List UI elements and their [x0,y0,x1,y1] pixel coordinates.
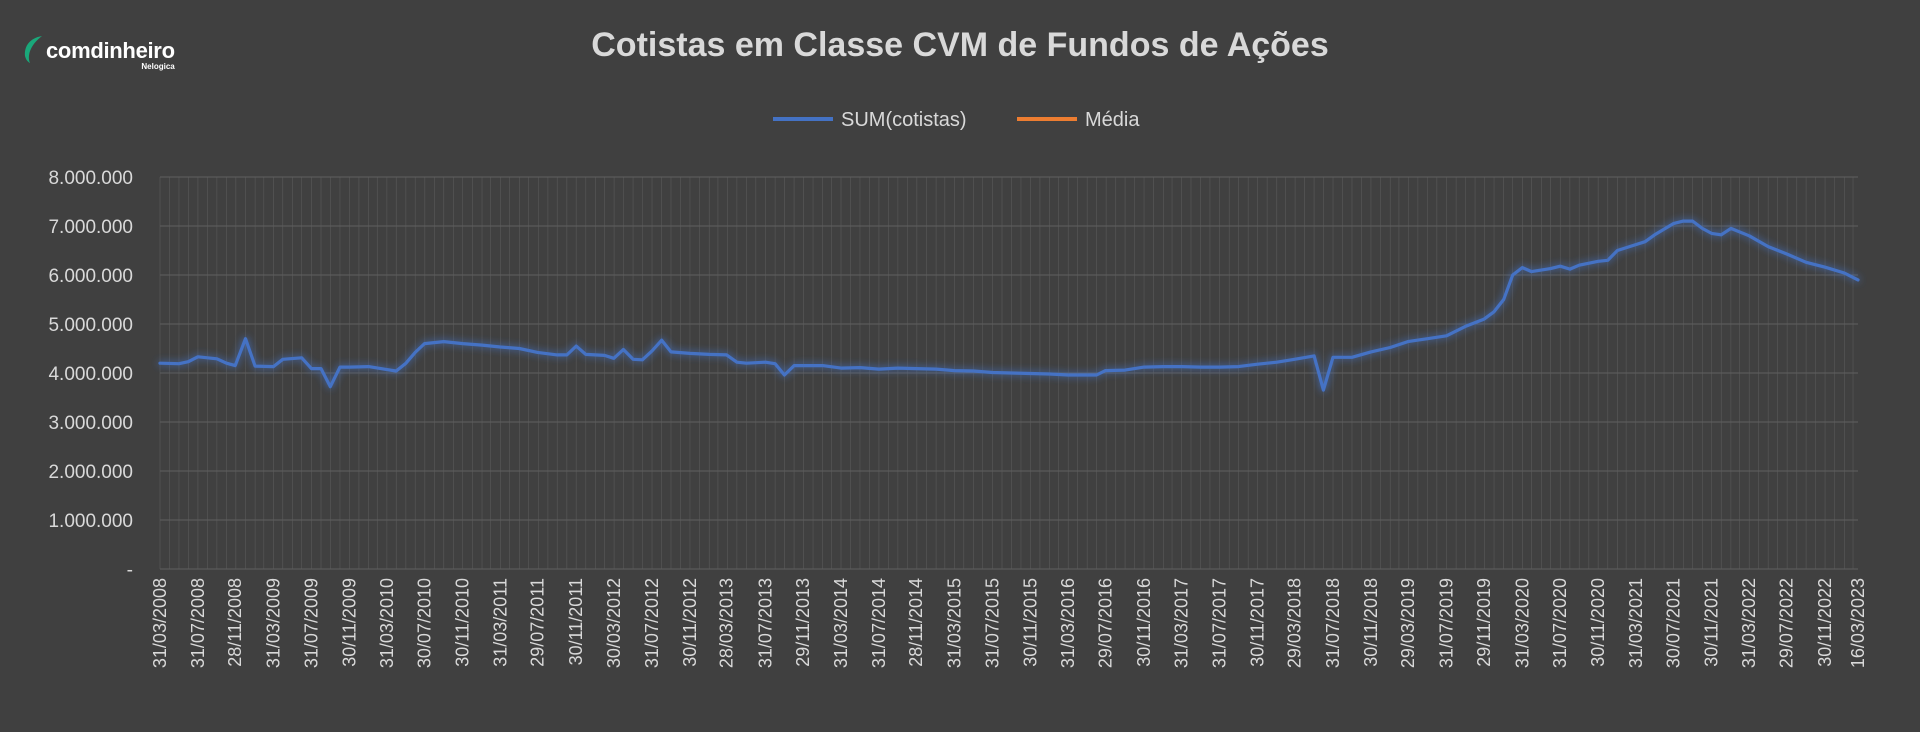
x-tick-label: 31/03/2015 [944,578,964,668]
x-tick-label: 30/11/2015 [1020,578,1040,667]
y-tick-label: 1.000.000 [48,511,133,532]
x-tick-label: 30/11/2011 [566,578,586,665]
chart-title: Cotistas em Classe CVM de Fundos de Açõe… [591,26,1329,64]
logo: comdinheiro Nelogica [22,34,175,71]
x-tick-label: 30/11/2018 [1361,578,1381,667]
x-tick-label: 31/07/2017 [1210,578,1230,668]
x-tick-label: 31/03/2022 [1739,578,1759,668]
x-tick-label: 31/03/2014 [831,578,851,668]
x-tick-label: 28/11/2014 [906,578,926,667]
x-tick-label: 30/11/2021 [1702,578,1722,667]
x-tick-label: 28/03/2013 [717,578,737,668]
x-tick-label: 30/11/2016 [1134,578,1154,667]
series-line-cotistas [158,219,1860,392]
logo-subtext: Nelogica [141,62,175,71]
x-tick-label: 31/03/2008 [150,578,170,668]
y-tick-label: - [127,560,133,581]
x-tick-label: 31/07/2013 [755,578,775,668]
y-tick-label: 7.000.000 [48,217,133,238]
gridlines [159,176,1858,570]
x-tick-label: 30/11/2010 [453,578,473,667]
x-tick-label: 16/03/2023 [1848,578,1868,668]
legend: SUM(cotistas) Média [773,109,1140,131]
x-axis: 31/03/2008 31/07/2008 28/11/2008 31/03/2009… [150,578,1868,668]
x-tick-label: 31/07/2014 [869,578,889,668]
series-layer [158,219,1860,392]
x-tick-label: 31/07/2019 [1436,578,1456,668]
y-tick-label: 5.000.000 [48,315,133,336]
x-tick-label: 30/03/2012 [604,578,624,668]
y-tick-label: 2.000.000 [48,462,133,483]
x-tick-label: 30/07/2010 [415,578,435,668]
y-tick-label: 6.000.000 [48,266,133,287]
x-tick-label: 31/03/2011 [490,578,510,667]
legend-label: Média [1085,109,1140,131]
x-tick-label: 30/11/2020 [1588,578,1608,667]
x-tick-label: 28/11/2008 [225,578,245,667]
y-tick-label: 3.000.000 [48,413,133,434]
x-tick-label: 29/07/2016 [1096,578,1116,668]
x-tick-label: 29/07/2022 [1777,578,1797,668]
x-tick-label: 31/07/2015 [982,578,1002,668]
x-tick-label: 31/07/2012 [642,578,662,668]
x-tick-label: 31/07/2020 [1550,578,1570,668]
x-tick-label: 29/11/2013 [793,578,813,667]
x-tick-label: 31/03/2020 [1512,578,1532,668]
y-axis: - 1.000.000 2.000.000 3.000.000 4.000.000 5.0… [48,168,133,581]
x-tick-label: 30/07/2021 [1663,578,1683,668]
x-tick-label: 30/11/2012 [680,578,700,667]
logo-swoosh-icon [24,36,42,63]
x-tick-label: 31/07/2009 [301,578,321,668]
x-tick-label: 31/03/2021 [1626,578,1646,668]
y-tick-label: 4.000.000 [48,364,133,385]
x-tick-label: 29/03/2019 [1398,578,1418,668]
y-tick-label: 8.000.000 [48,168,133,189]
x-tick-label: 31/07/2008 [188,578,208,668]
x-tick-label: 29/11/2019 [1474,578,1494,667]
x-tick-label: 29/07/2011 [528,578,548,667]
x-tick-label: 30/11/2009 [339,578,359,667]
legend-label: SUM(cotistas) [841,109,967,131]
x-tick-label: 31/07/2018 [1323,578,1343,668]
x-tick-label: 29/03/2018 [1284,578,1304,668]
x-tick-label: 31/03/2016 [1058,578,1078,668]
logo-text: comdinheiro [46,38,175,63]
x-tick-label: 30/11/2022 [1815,578,1835,667]
x-tick-label: 31/03/2009 [263,578,283,668]
x-tick-label: 30/11/2017 [1247,578,1267,667]
x-tick-label: 31/03/2017 [1172,578,1192,668]
x-tick-label: 31/03/2010 [377,578,397,668]
